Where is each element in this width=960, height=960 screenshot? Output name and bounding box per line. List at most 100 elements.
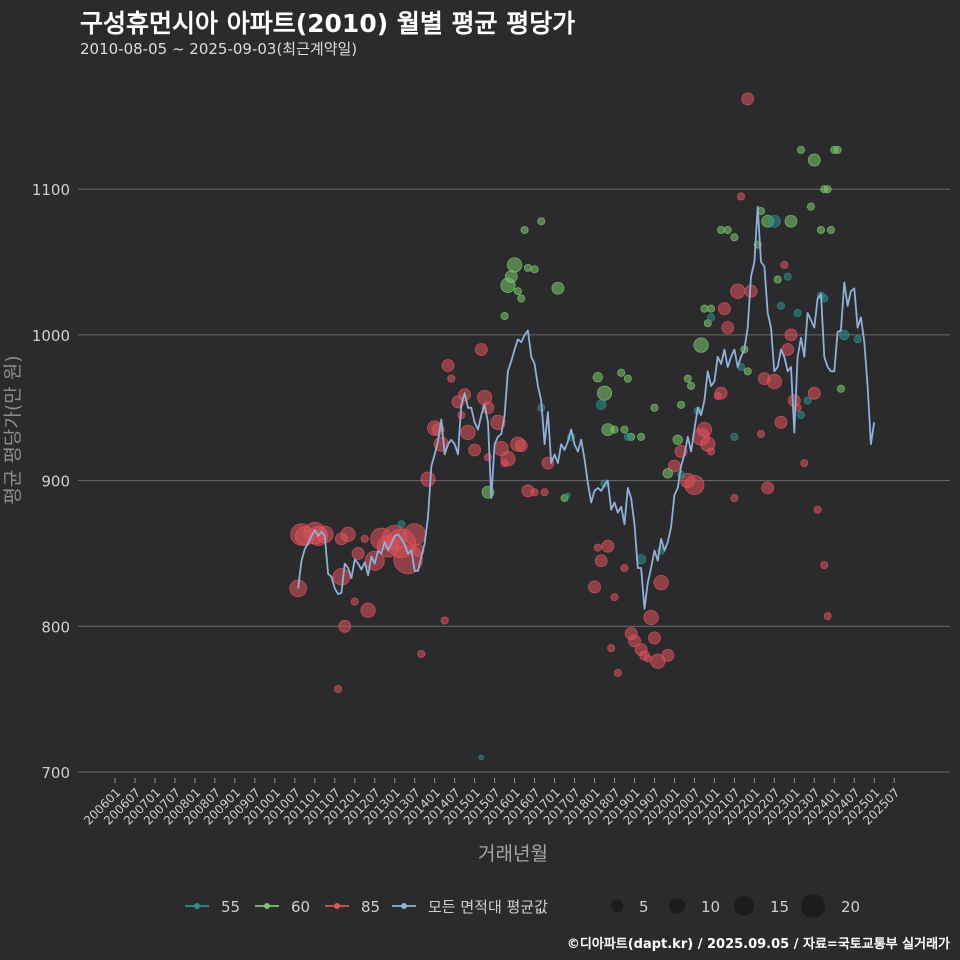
point-85 xyxy=(594,554,608,568)
point-85 xyxy=(613,668,622,677)
point-85 xyxy=(757,429,766,438)
point-85 xyxy=(741,92,755,106)
point-85 xyxy=(610,593,619,602)
grid-lines xyxy=(78,188,950,773)
point-85 xyxy=(474,343,488,356)
point-85 xyxy=(714,386,728,400)
point-85 xyxy=(820,561,829,570)
point-85 xyxy=(813,505,822,514)
point-85 xyxy=(721,321,735,335)
y-tick-label: 700 xyxy=(41,764,70,782)
point-85 xyxy=(490,414,506,430)
point-60 xyxy=(707,304,716,313)
point-85 xyxy=(360,534,369,543)
legend-dot-s60 xyxy=(264,903,270,909)
point-85 xyxy=(730,494,739,503)
point-85 xyxy=(588,580,601,594)
point-85 xyxy=(684,474,705,495)
point-85 xyxy=(540,488,549,497)
point-85 xyxy=(332,567,351,586)
legend-dot-s55 xyxy=(194,903,200,909)
legend-size-label: 10 xyxy=(701,898,720,916)
point-85 xyxy=(334,684,343,693)
legend: 55 60 85 모든 면적대 평균값 5 10 15 20 xyxy=(185,894,860,918)
point-55 xyxy=(793,309,802,318)
x-axis-title: 거래년월 xyxy=(478,843,548,865)
point-85 xyxy=(717,302,731,316)
point-60 xyxy=(723,225,732,234)
legend-size-circle xyxy=(801,894,825,918)
point-60 xyxy=(523,263,532,272)
point-60 xyxy=(730,233,739,242)
point-60 xyxy=(637,432,646,441)
point-85 xyxy=(593,543,602,552)
point-85 xyxy=(784,328,798,342)
point-55 xyxy=(478,754,485,761)
avg-line-path xyxy=(297,205,876,610)
point-55 xyxy=(796,411,805,420)
point-85 xyxy=(696,422,713,438)
point-60 xyxy=(806,202,815,211)
point-85 xyxy=(468,443,482,457)
point-85 xyxy=(441,359,455,372)
point-85 xyxy=(360,602,376,618)
point-60 xyxy=(677,400,686,409)
legend-dot-avg xyxy=(401,903,407,909)
point-85 xyxy=(807,386,821,400)
point-85 xyxy=(500,451,516,467)
point-85 xyxy=(774,415,788,429)
point-60 xyxy=(773,275,782,284)
point-55 xyxy=(767,214,781,228)
y-tick-label: 800 xyxy=(41,618,70,636)
point-55 xyxy=(853,335,862,344)
point-60 xyxy=(596,385,613,401)
point-60 xyxy=(693,337,709,353)
point-60 xyxy=(717,225,726,234)
legend-label-s85: 85 xyxy=(361,898,380,916)
point-85 xyxy=(289,579,307,598)
y-tick-labels: 700 800 900 1000 1100 xyxy=(32,181,70,782)
point-60 xyxy=(683,374,692,383)
legend-size-circle xyxy=(669,898,685,914)
scatter-points xyxy=(289,92,862,761)
point-60 xyxy=(551,281,565,295)
point-60 xyxy=(623,374,632,383)
point-85 xyxy=(780,260,789,269)
legend-size-label: 5 xyxy=(639,898,649,916)
point-85 xyxy=(351,547,365,560)
legend-label-avg: 모든 면적대 평균값 xyxy=(428,898,548,916)
point-85 xyxy=(338,619,352,633)
point-60 xyxy=(500,311,509,320)
point-85 xyxy=(417,649,426,658)
point-55 xyxy=(565,492,571,498)
legend-size-circle xyxy=(611,900,623,912)
point-85 xyxy=(440,616,449,625)
y-axis-title: 평균 평당가(만 원) xyxy=(2,355,24,504)
point-85 xyxy=(607,644,616,653)
legend-label-s60: 60 xyxy=(291,898,310,916)
point-60 xyxy=(743,367,752,376)
point-85 xyxy=(707,447,716,456)
legend-label-s55: 55 xyxy=(221,898,240,916)
point-85 xyxy=(460,424,476,441)
point-85 xyxy=(620,564,629,573)
point-55 xyxy=(777,301,786,310)
y-tick-label: 900 xyxy=(41,473,70,491)
point-60 xyxy=(517,294,526,303)
point-55 xyxy=(397,520,406,529)
point-60 xyxy=(816,225,825,234)
point-85 xyxy=(650,653,666,669)
point-60 xyxy=(537,217,546,226)
point-55 xyxy=(839,329,850,341)
y-tick-label: 1100 xyxy=(32,181,70,199)
point-60 xyxy=(513,287,522,296)
point-60 xyxy=(506,257,523,273)
point-85 xyxy=(514,439,528,453)
legend-size-label: 20 xyxy=(841,898,860,916)
point-60 xyxy=(823,185,832,194)
point-60 xyxy=(662,468,673,479)
point-85 xyxy=(737,192,746,201)
legend-size-circle xyxy=(734,896,754,916)
point-60 xyxy=(617,368,626,377)
